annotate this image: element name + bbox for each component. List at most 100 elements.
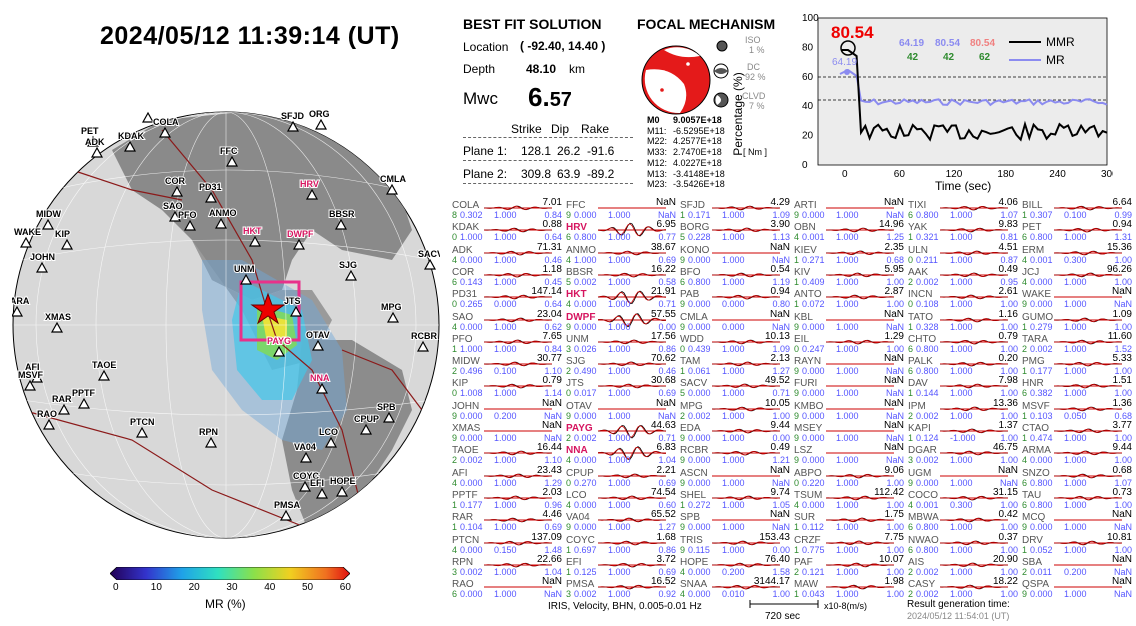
station-name: NWAO [908, 534, 939, 546]
station-name: MAW [794, 579, 819, 591]
station-triangle-icon [315, 487, 329, 499]
amplitude-ratio: 1.09 [772, 343, 790, 354]
station-mr: 23.43 [536, 464, 562, 476]
quality-flag: 4 [566, 254, 572, 265]
var-reduction: 0.002 [916, 589, 939, 600]
waveform-trace [712, 562, 781, 568]
amplitude-ratio: 0.80 [772, 299, 790, 310]
var-reduction: 0.001 [802, 232, 825, 243]
waveform-cell-hkt: HKT 21.91 4 0.000 1.000 0.71 [566, 286, 676, 310]
var-reduction: 1.000 [460, 343, 483, 354]
waveform-cell-va04: VA04 65.52 9 0.000 1.000 1.27 [566, 509, 676, 533]
weight: 1.000 [950, 477, 973, 488]
waveform-trace [598, 517, 666, 523]
station-mr: 1.29 [884, 330, 904, 342]
waveform-cell-mpg: MPG 10.05 2 0.002 1.000 1.00 [680, 398, 790, 422]
waveform-cell-lco: LCO 74.54 4 0.000 1.000 0.60 [566, 487, 676, 511]
var-reduction: 0.000 [916, 477, 939, 488]
waveform-cell-mbwa: MBWA 0.42 6 0.800 1.000 1.00 [908, 509, 1018, 533]
station-label: PTCN [130, 417, 155, 427]
waveform-trace [712, 252, 780, 254]
station-mr: 9.44 [770, 420, 790, 431]
weight: 1.000 [494, 343, 517, 354]
depth-label: Depth [463, 62, 496, 76]
waveform-cell-ascn: ASCN NaN 9 0.000 1.000 NaN [680, 465, 790, 489]
waveform-trace [939, 428, 1009, 434]
waveform-trace [598, 473, 667, 478]
weight: 1.000 [836, 321, 859, 332]
station-label: RAO [37, 409, 57, 419]
station-name: MSVF [1022, 400, 1050, 412]
waveform-cell-crzf: CRZF 7.75 1 0.775 1.000 1.00 [794, 532, 904, 556]
var-reduction: 0.000 [460, 433, 483, 443]
station-triangle-icon [314, 118, 328, 130]
waveform-trace [484, 517, 553, 523]
var-reduction: 0.000 [574, 210, 597, 220]
station-mr: 57.55 [650, 308, 676, 320]
quality-flag: 1 [794, 299, 800, 310]
weight: 1.000 [494, 210, 517, 220]
mr-xtick: 0 [842, 169, 848, 180]
station-msvf: MSVF [17, 369, 45, 391]
weight: 1.000 [836, 455, 859, 466]
station-name: SUR [794, 512, 816, 524]
station-name: CTAO [1022, 423, 1050, 434]
waveform-cell-pet: PET 0.94 6 0.800 1.000 1.31 [1022, 219, 1132, 243]
amplitude-ratio: 1.00 [1000, 499, 1018, 510]
quality-flag: 5 [566, 276, 572, 287]
weight: 1.000 [836, 254, 859, 265]
waveform-cell-kapi: KAPI 1.37 1 0.124 -1.000 1.00 [908, 420, 1018, 444]
station-triangle-icon [77, 397, 91, 409]
station-name: LSZ [794, 445, 813, 457]
amplitude-ratio: 1.21 [772, 455, 790, 466]
amplitude-ratio: 1.00 [772, 589, 790, 600]
quality-flag: 4 [680, 589, 686, 600]
station-name: AAK [908, 266, 929, 278]
amplitude-ratio: 1.00 [1000, 410, 1018, 421]
var-reduction: 0.072 [802, 299, 825, 310]
amplitude-ratio: 0.64 [544, 299, 562, 310]
waveform-trace [940, 317, 1009, 322]
station-name: SNAA [680, 579, 708, 591]
station-label: ANMO [209, 208, 237, 218]
waveform-trace [940, 517, 1008, 523]
waveform-trace [825, 473, 895, 478]
waveform-cell-dav: DAV 7.98 1 0.144 1.000 1.00 [908, 375, 1018, 399]
quality-flag: 4 [1022, 254, 1028, 265]
waveform-cell-dwpf: DWPF 57.55 9 0.000 1.000 0.00 [566, 309, 676, 333]
station-triangle-icon [90, 146, 104, 158]
weight: 1.000 [494, 455, 517, 466]
station-label: RCBR [411, 331, 437, 341]
station-org: ORG [308, 110, 331, 130]
station-name: XMAS [452, 423, 481, 434]
station-name: SJG [566, 356, 586, 368]
station-triangle-icon [311, 339, 325, 351]
station-mr: 5.33 [1112, 353, 1132, 365]
station-mr: 2.13 [770, 353, 790, 365]
quality-flag: 9 [680, 321, 686, 332]
station-name: SAO [452, 311, 474, 323]
weight: 1.000 [950, 455, 973, 466]
waveform-cell-cola: COLA 7.01 8 0.302 1.000 0.84 [452, 197, 562, 221]
station-lco: LCO [318, 426, 339, 448]
clvd-icon [713, 92, 729, 108]
amplitude-ratio: 1.19 [772, 276, 790, 287]
station-name: HNR [1022, 378, 1044, 390]
station-mr: 74.54 [650, 486, 676, 498]
var-reduction: 0.000 [688, 455, 711, 466]
waveform-cell-jts: JTS 30.68 0 0.017 1.000 0.69 [566, 375, 676, 399]
filter-info: IRIS, Velocity, BHN, 0.005-0.01 Hz [548, 601, 702, 612]
weight: 1.000 [950, 232, 973, 243]
waveform-trace [939, 540, 1009, 545]
quality-flag: 6 [908, 544, 914, 555]
station-label: RAR [52, 394, 72, 404]
amplitude-ratio: 1.29 [544, 477, 562, 488]
quality-flag: 0 [566, 388, 572, 399]
var-reduction: 0.000 [1030, 522, 1053, 533]
weight: 1.000 [494, 589, 517, 600]
amplitude-ratio: NaN [885, 455, 904, 466]
station-name: HOPE [680, 556, 709, 568]
quality-flag: 2 [1022, 343, 1028, 354]
waveform-cell-eda: EDA 9.44 9 0.000 1.000 0.00 [680, 420, 790, 444]
station-mr: 2.61 [998, 286, 1018, 298]
